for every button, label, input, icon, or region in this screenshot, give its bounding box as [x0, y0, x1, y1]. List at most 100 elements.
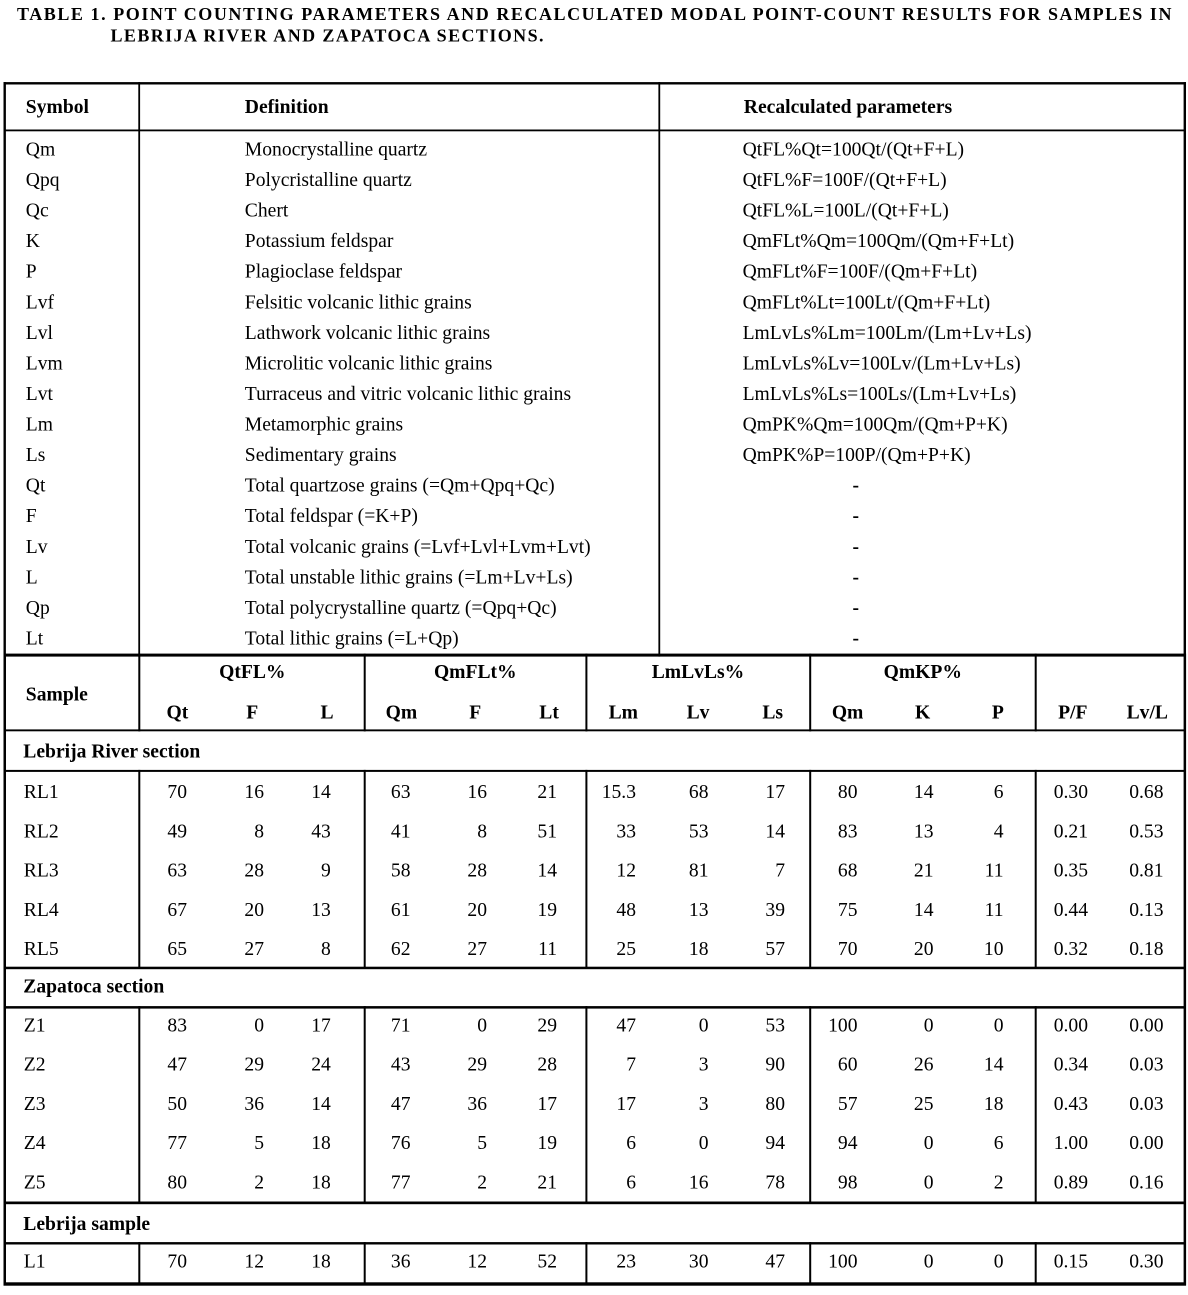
svg-text:2: 2 — [477, 1172, 487, 1193]
svg-text:0.21: 0.21 — [1054, 821, 1088, 842]
svg-text:33: 33 — [616, 821, 636, 842]
svg-text:Metamorphic grains: Metamorphic grains — [245, 415, 403, 436]
svg-text:0.30: 0.30 — [1054, 782, 1088, 803]
svg-text:51: 51 — [537, 821, 557, 842]
svg-text:19: 19 — [537, 1133, 557, 1154]
svg-text:2: 2 — [254, 1172, 264, 1193]
svg-text:Qt: Qt — [26, 476, 46, 497]
svg-text:20: 20 — [914, 939, 934, 960]
svg-text:41: 41 — [391, 821, 411, 842]
svg-text:3: 3 — [699, 1055, 709, 1076]
svg-text:RL4: RL4 — [24, 900, 59, 921]
svg-text:36: 36 — [244, 1094, 264, 1115]
svg-text:RL2: RL2 — [24, 821, 59, 842]
svg-text:23: 23 — [616, 1252, 636, 1273]
svg-text:QmFLt%Lt=100Lt/(Qm+F+Lt): QmFLt%Lt=100Lt/(Qm+F+Lt) — [743, 292, 991, 313]
svg-text:83: 83 — [167, 1016, 187, 1037]
svg-text:18: 18 — [689, 939, 709, 960]
svg-text:Polycristalline quartz: Polycristalline quartz — [245, 170, 412, 191]
svg-text:-: - — [853, 506, 860, 527]
svg-text:Zapatoca section: Zapatoca section — [23, 977, 164, 998]
svg-text:43: 43 — [391, 1055, 411, 1076]
svg-text:0.43: 0.43 — [1054, 1094, 1088, 1115]
svg-text:81: 81 — [689, 861, 709, 882]
svg-text:Total volcanic grains (=Lvf+Lv: Total volcanic grains (=Lvf+Lvl+Lvm+Lvt) — [245, 537, 591, 558]
svg-text:-: - — [853, 598, 860, 619]
svg-text:18: 18 — [311, 1133, 331, 1154]
svg-text:-: - — [853, 476, 860, 497]
svg-text:0: 0 — [994, 1016, 1004, 1037]
svg-text:Z3: Z3 — [24, 1094, 46, 1115]
svg-text:11: 11 — [985, 861, 1004, 882]
svg-text:Ls: Ls — [762, 703, 783, 724]
svg-text:62: 62 — [391, 939, 411, 960]
svg-text:Sedimentary grains: Sedimentary grains — [245, 445, 397, 466]
svg-text:0.81: 0.81 — [1129, 861, 1163, 882]
svg-text:F: F — [469, 703, 481, 724]
svg-text:80: 80 — [765, 1094, 785, 1115]
svg-text:Total unstable lithic grains (: Total unstable lithic grains (=Lm+Lv+Ls) — [245, 567, 573, 588]
svg-text:Chert: Chert — [245, 201, 289, 222]
svg-text:21: 21 — [537, 782, 557, 803]
svg-text:78: 78 — [765, 1172, 785, 1193]
svg-text:8: 8 — [477, 821, 487, 842]
svg-text:0: 0 — [699, 1016, 709, 1037]
svg-text:27: 27 — [467, 939, 487, 960]
svg-text:0.03: 0.03 — [1129, 1055, 1163, 1076]
svg-text:LmLvLs%Lm=100Lm/(Lm+Lv+Ls): LmLvLs%Lm=100Lm/(Lm+Lv+Ls) — [743, 323, 1032, 344]
svg-text:Total lithic grains (=L+Qp): Total lithic grains (=L+Qp) — [245, 629, 459, 650]
svg-text:QmKP%: QmKP% — [884, 662, 962, 683]
svg-text:Qm: Qm — [386, 703, 418, 724]
svg-text:16: 16 — [467, 782, 487, 803]
svg-text:80: 80 — [167, 1172, 187, 1193]
svg-text:0.15: 0.15 — [1054, 1252, 1088, 1273]
svg-text:71: 71 — [391, 1016, 411, 1037]
svg-text:7: 7 — [775, 861, 785, 882]
svg-text:63: 63 — [391, 782, 411, 803]
svg-text:70: 70 — [167, 782, 187, 803]
svg-text:25: 25 — [914, 1094, 934, 1115]
svg-text:13: 13 — [311, 900, 331, 921]
svg-text:P: P — [26, 262, 37, 283]
svg-text:10: 10 — [984, 939, 1004, 960]
svg-text:Lathwork volcanic lithic grain: Lathwork volcanic lithic grains — [245, 323, 490, 344]
svg-text:Lv: Lv — [26, 537, 48, 558]
svg-text:Microlitic volcanic lithic gra: Microlitic volcanic lithic grains — [245, 353, 493, 374]
svg-text:80: 80 — [838, 782, 858, 803]
svg-text:53: 53 — [689, 821, 709, 842]
svg-text:Sample: Sample — [26, 684, 88, 705]
svg-text:25: 25 — [616, 939, 636, 960]
svg-text:0.00: 0.00 — [1054, 1016, 1088, 1037]
svg-text:Symbol: Symbol — [26, 97, 90, 118]
svg-text:30: 30 — [689, 1252, 709, 1273]
svg-text:11: 11 — [985, 900, 1004, 921]
svg-text:47: 47 — [616, 1016, 636, 1037]
svg-text:LmLvLs%Ls=100Ls/(Lm+Lv+Ls): LmLvLs%Ls=100Ls/(Lm+Lv+Ls) — [743, 384, 1017, 405]
svg-text:7: 7 — [626, 1055, 636, 1076]
svg-text:Lv/L: Lv/L — [1127, 703, 1168, 724]
svg-text:70: 70 — [838, 939, 858, 960]
svg-text:48: 48 — [616, 900, 636, 921]
svg-text:13: 13 — [689, 900, 709, 921]
svg-text:14: 14 — [311, 782, 331, 803]
svg-text:-: - — [853, 537, 860, 558]
svg-text:QtFL%Qt=100Qt/(Qt+F+L): QtFL%Qt=100Qt/(Qt+F+L) — [743, 140, 964, 161]
svg-text:18: 18 — [311, 1172, 331, 1193]
svg-text:0.68: 0.68 — [1129, 782, 1163, 803]
svg-text:Qm: Qm — [832, 703, 864, 724]
svg-text:K: K — [915, 703, 931, 724]
svg-text:Monocrystalline quartz: Monocrystalline quartz — [245, 140, 428, 161]
svg-text:LEBRIJA RIVER AND ZAPATOCA SEC: LEBRIJA RIVER AND ZAPATOCA SECTIONS. — [111, 26, 544, 46]
svg-text:0.34: 0.34 — [1054, 1055, 1088, 1076]
svg-text:Lebrija River section: Lebrija River section — [23, 742, 200, 763]
svg-text:QtFL%F=100F/(Qt+F+L): QtFL%F=100F/(Qt+F+L) — [743, 170, 947, 191]
svg-text:3: 3 — [699, 1094, 709, 1115]
svg-text:5: 5 — [477, 1133, 487, 1154]
svg-text:39: 39 — [765, 900, 785, 921]
svg-text:Plagioclase feldspar: Plagioclase feldspar — [245, 262, 403, 283]
svg-text:Qm: Qm — [26, 140, 55, 161]
svg-text:LmLvLs%: LmLvLs% — [652, 662, 745, 683]
svg-text:61: 61 — [391, 900, 411, 921]
svg-text:15.3: 15.3 — [602, 782, 636, 803]
svg-text:9: 9 — [321, 861, 331, 882]
